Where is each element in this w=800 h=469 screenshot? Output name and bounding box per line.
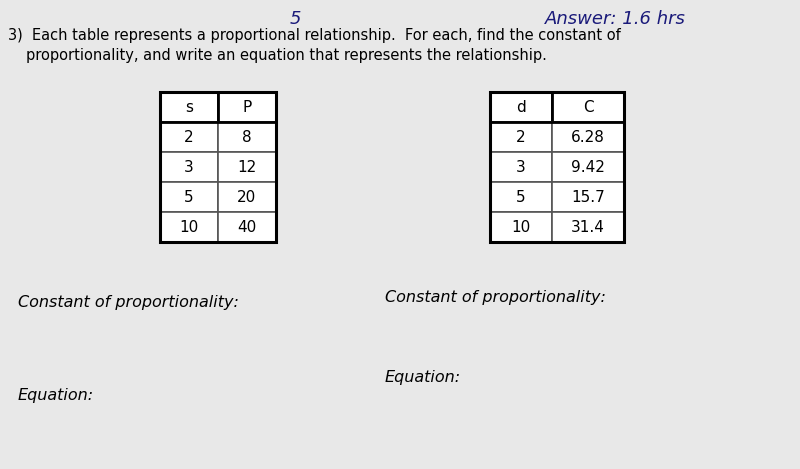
Bar (160, 152, 218, 182)
Bar (552, 92, 624, 122)
Text: 5: 5 (290, 10, 301, 28)
Text: 40: 40 (238, 219, 257, 234)
Text: 2: 2 (516, 129, 526, 144)
Bar (160, 122, 218, 152)
Text: 12: 12 (238, 159, 257, 174)
Text: 3: 3 (184, 159, 194, 174)
Text: d: d (516, 99, 526, 114)
Text: s: s (185, 99, 193, 114)
Text: 3: 3 (516, 159, 526, 174)
Bar (490, 212, 552, 242)
Bar (552, 212, 624, 242)
Text: 3)  Each table represents a proportional relationship.  For each, find the const: 3) Each table represents a proportional … (8, 28, 621, 43)
Bar (218, 92, 276, 122)
Bar (218, 152, 276, 182)
Bar (160, 92, 276, 242)
Text: P: P (242, 99, 252, 114)
Text: Constant of proportionality:: Constant of proportionality: (18, 295, 239, 310)
Text: Constant of proportionality:: Constant of proportionality: (385, 290, 606, 305)
Text: Answer: 1.6 hrs: Answer: 1.6 hrs (545, 10, 686, 28)
Bar (218, 212, 276, 242)
Text: 10: 10 (511, 219, 530, 234)
Bar (160, 212, 218, 242)
Text: 8: 8 (242, 129, 252, 144)
Text: 9.42: 9.42 (571, 159, 605, 174)
Text: 5: 5 (516, 189, 526, 204)
Text: 5: 5 (184, 189, 194, 204)
Text: Equation:: Equation: (18, 388, 94, 403)
Text: 20: 20 (238, 189, 257, 204)
Bar (552, 152, 624, 182)
Text: 31.4: 31.4 (571, 219, 605, 234)
Text: 15.7: 15.7 (571, 189, 605, 204)
Bar (490, 182, 552, 212)
Bar (490, 92, 552, 122)
Bar (490, 152, 552, 182)
Bar (490, 92, 624, 242)
Bar (218, 122, 276, 152)
Bar (160, 92, 218, 122)
Text: Equation:: Equation: (385, 370, 461, 385)
Bar (160, 182, 218, 212)
Bar (490, 122, 552, 152)
Text: 6.28: 6.28 (571, 129, 605, 144)
Text: 10: 10 (179, 219, 198, 234)
Bar (218, 182, 276, 212)
Text: 2: 2 (184, 129, 194, 144)
Text: C: C (582, 99, 594, 114)
Bar (552, 182, 624, 212)
Bar (552, 122, 624, 152)
Text: proportionality, and write an equation that represents the relationship.: proportionality, and write an equation t… (26, 48, 547, 63)
